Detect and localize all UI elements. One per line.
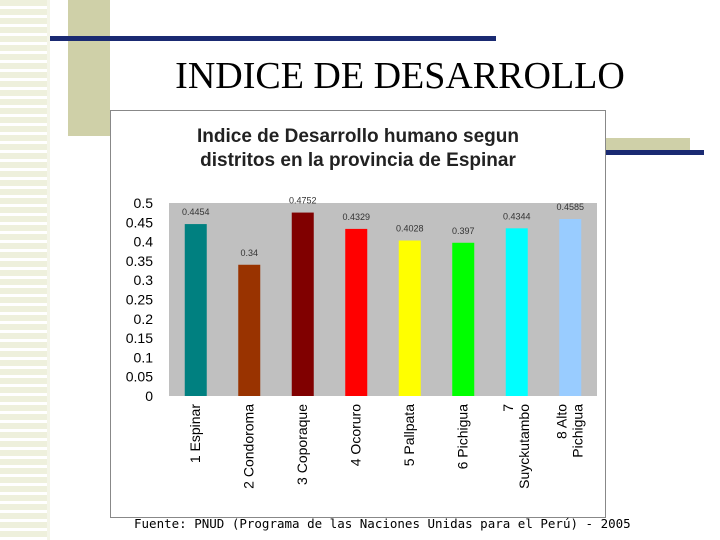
data-label: 0.4752 (289, 196, 317, 206)
source-note: Fuente: PNUD (Programa de las Naciones U… (134, 516, 631, 531)
y-tick-label: 0.1 (134, 349, 154, 365)
x-tick-label: 3 Coporaque (294, 404, 310, 485)
y-tick-label: 0.25 (126, 292, 153, 308)
y-tick-label: 0.35 (126, 253, 153, 269)
x-tick-label: 5 Pallpata (401, 404, 417, 466)
data-label: 0.397 (452, 226, 475, 236)
bar (184, 224, 207, 396)
chart-title-line-1: Indice de Desarrollo humano segun (196, 126, 519, 147)
slide-title-line-1: INDICE DE DESARROLLO (175, 55, 625, 97)
y-tick-label: 0.3 (134, 272, 154, 288)
bar (452, 242, 475, 396)
chart-frame: Indice de Desarrollo humano segun distri… (110, 110, 606, 518)
data-label: 0.4329 (342, 212, 370, 222)
y-tick-label: 0 (145, 388, 153, 404)
data-label: 0.4585 (556, 202, 584, 212)
bar (291, 212, 314, 396)
bar (559, 219, 582, 396)
decorative-bar-right (600, 150, 704, 155)
decorative-bar-top (50, 36, 496, 41)
decorative-block-top (68, 0, 110, 136)
data-label: 0.4454 (182, 207, 210, 217)
x-tick-label: 4 Ocoruro (347, 404, 363, 466)
data-label: 0.4344 (503, 211, 531, 221)
x-tick-label: 6 Pichigua (454, 404, 470, 470)
bar (505, 228, 528, 396)
bar (345, 228, 368, 396)
bar-chart: 0 0.05 0.1 0.15 0.2 0.25 0.3 0.35 0.4 0.45 0.5 0.44… (126, 195, 597, 489)
bar (238, 264, 261, 396)
x-tick-label: 1 Espinar (187, 404, 203, 463)
data-label: 0.34 (240, 248, 258, 258)
y-tick-label: 0.45 (126, 214, 153, 230)
decorative-stripes (0, 0, 50, 540)
bar (398, 240, 421, 396)
y-tick-label: 0.2 (134, 311, 154, 327)
y-tick-label: 0.5 (134, 195, 154, 211)
data-label: 0.4028 (396, 224, 424, 234)
y-tick-label: 0.4 (134, 234, 154, 250)
y-tick-label: 0.05 (126, 369, 153, 385)
x-tick-label: 8 AltoPichigua (553, 404, 585, 458)
chart-title: Indice de Desarrollo humano segun distri… (111, 125, 605, 173)
x-tick-label: 2 Condoroma (240, 404, 256, 489)
y-tick-label: 0.15 (126, 330, 153, 346)
plot-area (169, 203, 597, 396)
chart-title-line-2: distritos en la provincia de Espinar (200, 150, 516, 171)
x-tick-label: 7Suyckutambo (500, 404, 532, 489)
